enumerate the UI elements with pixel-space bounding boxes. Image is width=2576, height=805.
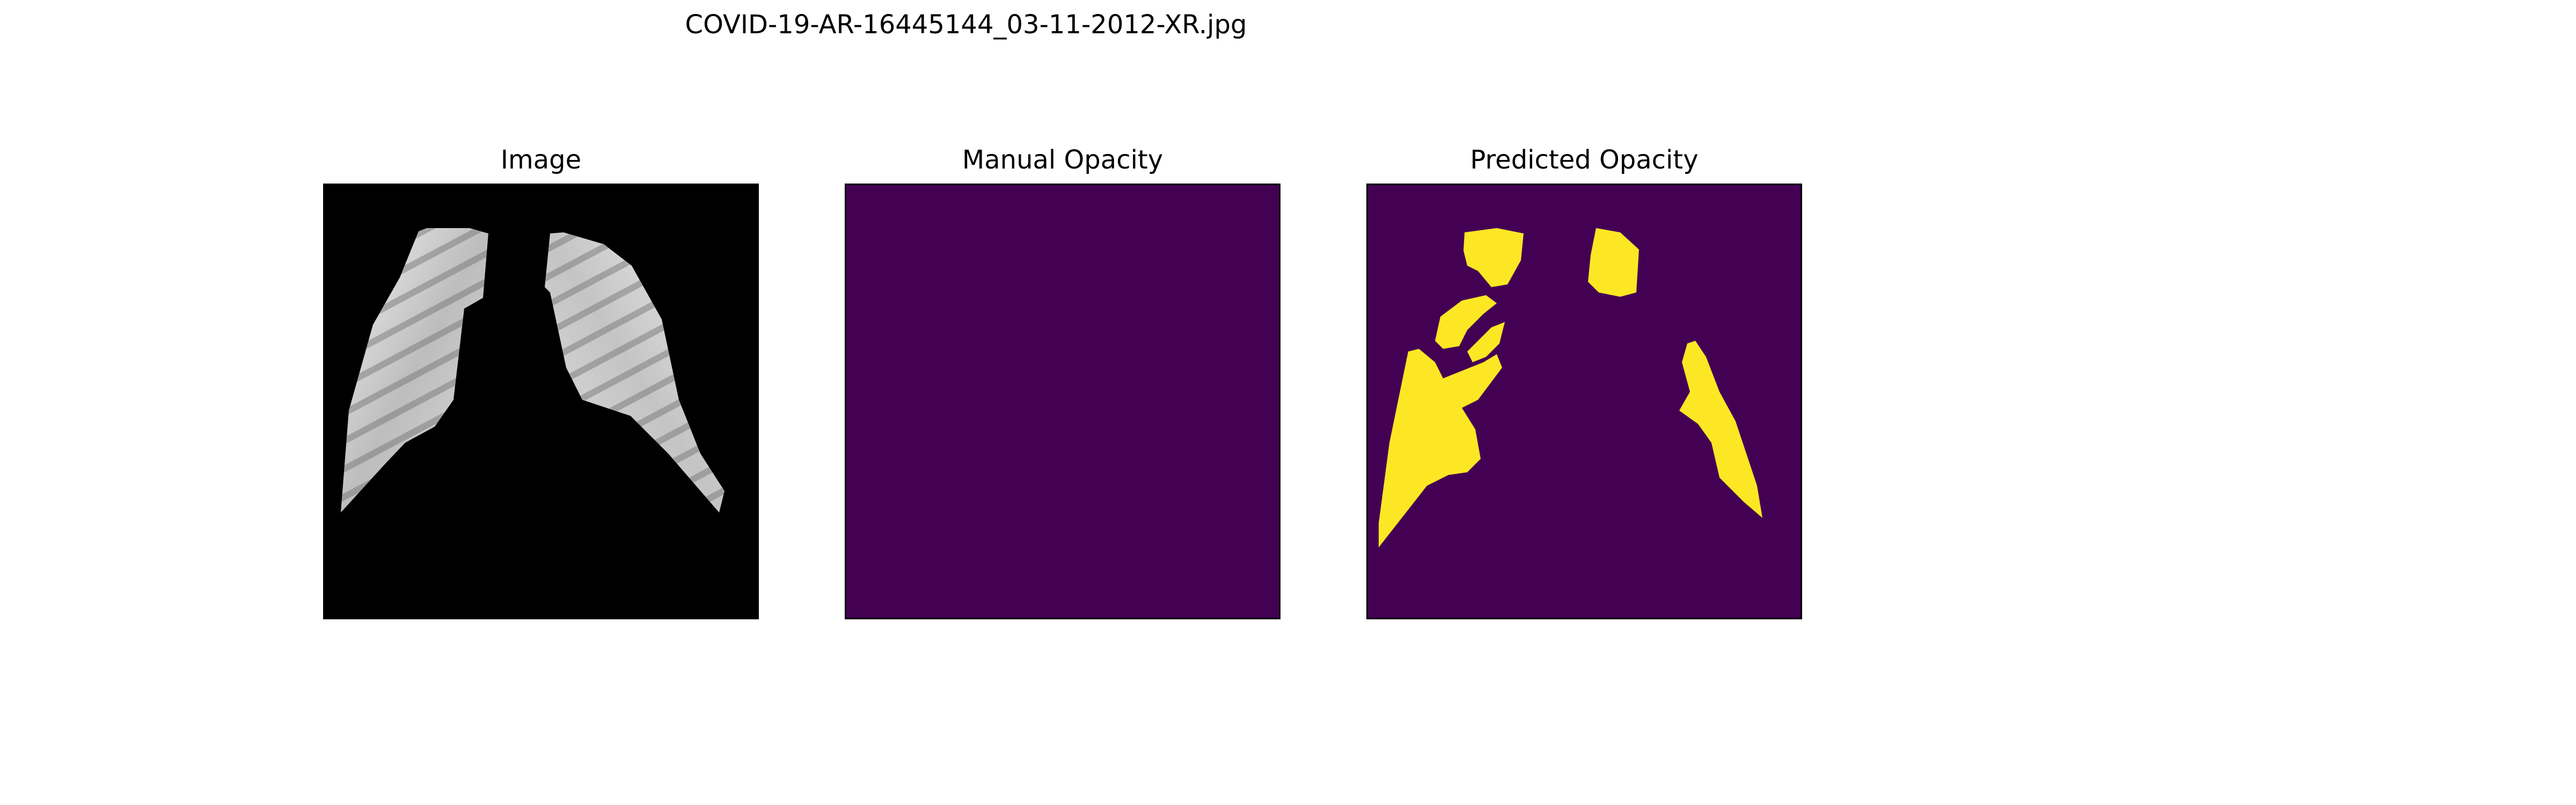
left-lung [545, 232, 724, 513]
image-panel-title: Image [500, 145, 582, 175]
predicted-opacity-panel-title: Predicted Opacity [1470, 145, 1699, 175]
opacity-region [1435, 295, 1497, 349]
xray-image-panel [323, 184, 759, 619]
predicted-opacity-panel [1366, 184, 1802, 619]
xray-lung-image [341, 228, 724, 513]
opacity-region [1379, 349, 1502, 547]
manual-opacity-panel [845, 184, 1280, 619]
figure-title: COVID-19-AR-16445144_03-11-2012-XR.jpg [685, 10, 1247, 40]
opacity-region [1679, 341, 1762, 518]
right-lung [341, 228, 488, 513]
predicted-opacity-mask [1368, 185, 1801, 618]
opacity-region [1463, 228, 1524, 287]
opacity-region [1467, 322, 1505, 362]
manual-opacity-panel-title: Manual Opacity [962, 145, 1163, 175]
manual-opacity-mask [846, 185, 1279, 618]
opacity-region [1588, 228, 1639, 297]
